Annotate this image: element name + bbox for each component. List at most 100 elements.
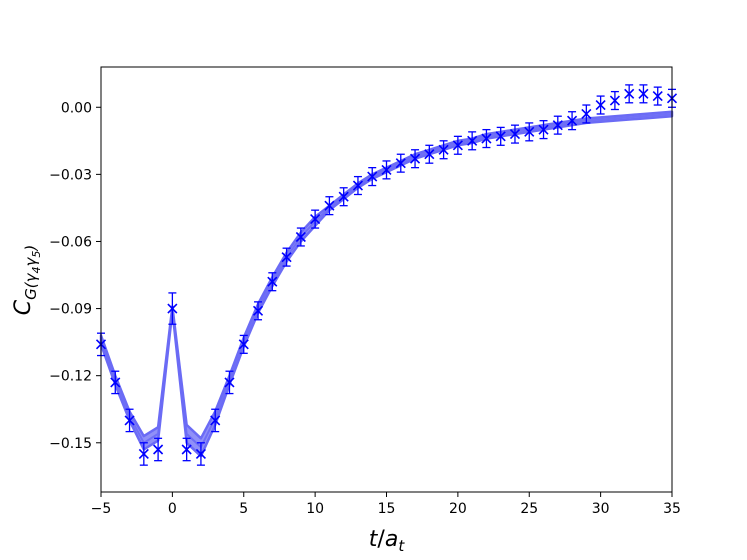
y-label-sub: G(γ4γ5) [22, 245, 43, 300]
marker-x-b [538, 124, 549, 135]
x-label-a: a [385, 527, 398, 552]
marker-x-b [381, 164, 392, 175]
y-tick-label: −0.15 [49, 436, 92, 452]
data-point [409, 149, 421, 169]
x-label-sub: t [398, 537, 405, 555]
marker-x-b [509, 129, 521, 140]
marker-x-b [324, 200, 335, 211]
data-point [467, 131, 478, 151]
data-point [438, 140, 449, 160]
marker-x-b [524, 126, 535, 137]
data-point [424, 144, 435, 164]
marker-x-b [352, 180, 364, 191]
x-tick-label: 25 [520, 501, 538, 517]
marker-x-b [409, 153, 421, 164]
marker-x-b [267, 276, 278, 287]
y-tick-label: −0.03 [49, 167, 92, 183]
y-axis-label: CG(γ4γ5) [11, 245, 43, 315]
marker-x-b [467, 135, 478, 146]
x-tick-label: 0 [168, 501, 177, 517]
x-label-t: t [369, 527, 379, 552]
data-point [624, 84, 635, 104]
marker-x-b [624, 88, 635, 99]
marker-x-b [295, 231, 306, 243]
data-point [267, 272, 278, 292]
data-point [181, 437, 192, 462]
marker-x-b [181, 444, 192, 455]
data-point [338, 187, 349, 207]
marker-x-b [609, 95, 620, 106]
data-point [252, 301, 264, 321]
data-point [538, 120, 549, 140]
marker-x-b [581, 108, 592, 120]
data-point [210, 408, 221, 433]
data-point [124, 408, 135, 433]
marker-x-b [367, 171, 378, 182]
marker-x-b [138, 448, 149, 460]
x-axis-label: t/at [369, 527, 406, 555]
data-point [295, 227, 306, 247]
marker-x-b [238, 339, 249, 350]
x-tick-label: 35 [663, 501, 681, 517]
x-tick-label: 30 [592, 501, 610, 517]
data-point [224, 370, 235, 395]
data-point [352, 175, 364, 196]
marker-x-b [595, 99, 606, 111]
marker-x-b [424, 149, 435, 160]
marker-x-b [195, 448, 206, 460]
x-tick-label: −5 [91, 501, 112, 517]
data-point [381, 160, 392, 180]
data-point [638, 84, 649, 104]
data-points-layer [95, 84, 678, 466]
y-tick-label: −0.06 [49, 234, 92, 250]
marker-x-b [481, 133, 492, 144]
marker-x-b [110, 377, 121, 388]
y-label-c: C [11, 299, 36, 315]
data-point [324, 196, 335, 216]
x-axis: −5 0 5 10 15 20 25 30 35 [91, 492, 681, 517]
y-tick-label: −0.09 [49, 302, 92, 318]
data-point [167, 292, 178, 325]
marker-x-b [224, 377, 235, 388]
data-point [138, 442, 149, 466]
data-point [238, 334, 249, 354]
x-tick-label: 5 [239, 501, 248, 517]
marker-x-b [281, 252, 292, 263]
data-point [609, 90, 620, 111]
x-tick-label: 10 [306, 501, 324, 517]
marker-x-b [495, 131, 506, 142]
marker-x-b [210, 415, 221, 426]
data-point [652, 86, 663, 106]
data-point [281, 247, 292, 267]
data-point [395, 153, 406, 173]
marker-x-b [252, 305, 264, 316]
marker-x-b [638, 88, 649, 99]
marker-x-b [167, 303, 178, 314]
data-point [110, 370, 121, 395]
marker-x-b [652, 91, 663, 102]
data-point [195, 442, 206, 466]
marker-x-b [395, 158, 406, 169]
data-point [595, 95, 606, 115]
y-tick-label: 0.00 [61, 100, 92, 116]
data-point [481, 128, 492, 149]
marker-x-b [552, 120, 563, 131]
marker-x-b [338, 191, 349, 202]
data-point [367, 167, 378, 187]
y-axis: 0.00 −0.03 −0.06 −0.09 −0.12 −0.15 [49, 100, 101, 452]
data-point [452, 135, 463, 155]
data-point [153, 437, 164, 462]
data-point [524, 122, 535, 142]
marker-x-b [310, 214, 321, 225]
marker-x-b [567, 115, 578, 126]
data-point [581, 104, 592, 124]
marker-x-b [153, 444, 164, 455]
y-tick-label: −0.12 [49, 369, 92, 385]
data-point [495, 126, 506, 146]
data-point [509, 124, 521, 144]
x-tick-label: 20 [449, 501, 467, 517]
data-point [552, 115, 563, 135]
data-point [567, 111, 578, 131]
